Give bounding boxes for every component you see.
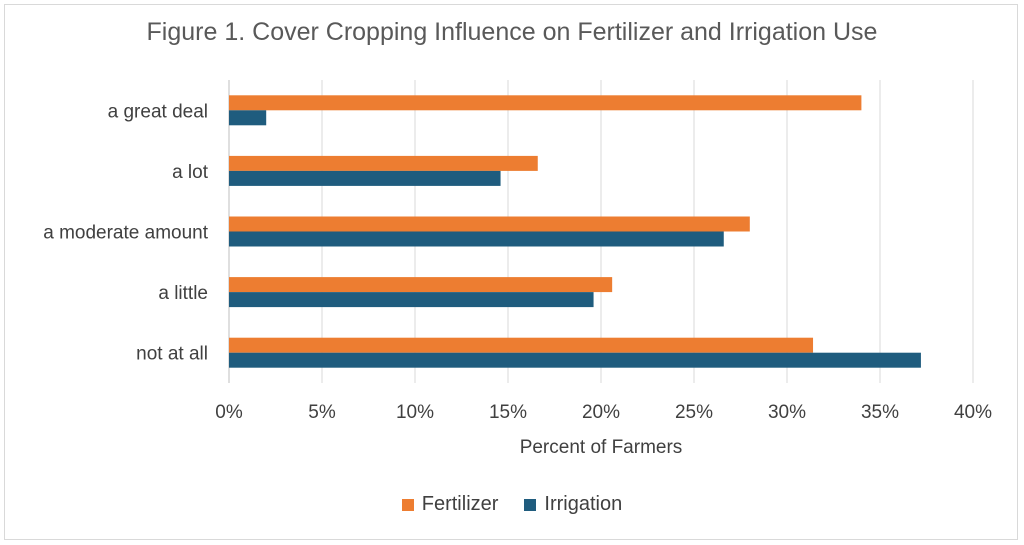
x-tick-label: 30% (768, 402, 806, 423)
legend-item-irrigation: Irrigation (524, 493, 622, 516)
bar-fertilizer (229, 216, 750, 232)
legend-label-fertilizer: Fertilizer (421, 493, 499, 515)
legend: Fertilizer Irrigation (0, 493, 1024, 516)
bar-fertilizer (229, 95, 862, 111)
x-tick-label: 0% (215, 402, 243, 423)
category-labels: a great deal a lot a moderate amount a litt… (43, 101, 208, 364)
x-axis-title: Percent of Farmers (520, 437, 683, 458)
x-tick-label: 40% (954, 402, 992, 423)
bar-irrigation (229, 110, 267, 126)
x-tick-label: 15% (489, 402, 527, 423)
bar-fertilizer (229, 337, 814, 353)
bar-irrigation (229, 292, 594, 308)
category-label: a lot (172, 162, 209, 183)
legend-swatch-irrigation (524, 498, 537, 511)
chart-title: Figure 1. Cover Cropping Influence on Fe… (146, 18, 878, 46)
x-tick-label: 5% (308, 402, 336, 423)
bar-irrigation (229, 170, 501, 186)
chart-frame (4, 4, 1018, 540)
x-tick-label: 20% (582, 402, 620, 423)
category-label: a great deal (108, 101, 208, 122)
bar-fertilizer (229, 155, 538, 171)
category-label: a little (158, 283, 208, 304)
x-tick-labels: 0% 5% 10% 15% 20% 25% 30% 35% 40% (215, 402, 992, 423)
bar-irrigation (229, 231, 724, 247)
bar-fertilizer (229, 277, 613, 293)
x-tick-label: 25% (675, 402, 713, 423)
legend-item-fertilizer: Fertilizer (401, 493, 499, 516)
category-label: not at all (136, 344, 208, 365)
x-tick-label: 10% (396, 402, 434, 423)
category-label: a moderate amount (43, 223, 208, 244)
legend-label-irrigation: Irrigation (544, 493, 623, 515)
bar-irrigation (229, 352, 921, 368)
x-tick-label: 35% (861, 402, 899, 423)
legend-swatch-fertilizer (401, 498, 414, 511)
bars (229, 95, 921, 368)
